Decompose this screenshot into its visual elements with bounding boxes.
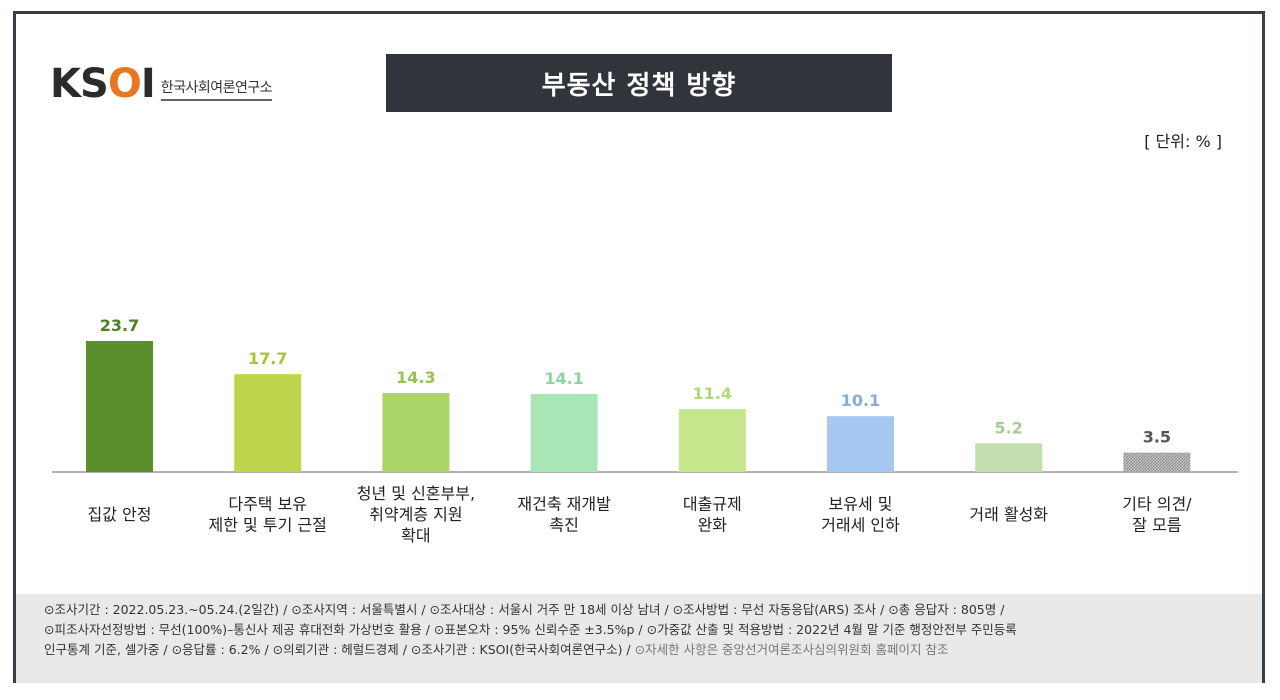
category-label-6: 보유세 및 거래세 인하 xyxy=(821,495,900,535)
logo-mark: KSOI xyxy=(50,61,156,107)
bar-6 xyxy=(827,416,894,472)
footer-note: ⊙자세한 사항은 중앙선거여론조사심의위원회 홈페이지 참조 xyxy=(634,642,949,657)
category-label-5: 대출규제 완화 xyxy=(683,495,742,535)
category-label-2: 다주택 보유 제한 및 투기 근절 xyxy=(209,495,327,535)
category-label-8: 기타 의견/잘 모름 xyxy=(1122,495,1192,535)
bar-5 xyxy=(678,408,746,472)
bar-8 xyxy=(1123,452,1191,472)
category-label-7: 거래 활성화 xyxy=(969,505,1048,524)
footer-line-1: ⊙조사기간 : 2022.05.23.~05.24.(2일간) / ⊙조사지역 … xyxy=(44,602,1005,617)
data-label-1: 23.7 xyxy=(100,316,139,335)
data-label-6: 10.1 xyxy=(841,391,880,410)
bar-4 xyxy=(530,394,598,472)
survey-footer: ⊙조사기간 : 2022.05.23.~05.24.(2일간) / ⊙조사지역 … xyxy=(16,594,1262,683)
chart-title: 부동산 정책 방향 xyxy=(386,54,892,112)
data-label-8: 3.5 xyxy=(1143,428,1171,447)
footer-line-2: ⊙피조사자선정방법 : 무선(100%)–통신사 제공 휴대전화 가상번호 활용… xyxy=(44,622,1017,637)
footer-line-3: 인구통계 기준, 셀가중 / ⊙응답률 : 6.2% / ⊙의뢰기관 : 헤럴드… xyxy=(44,642,949,657)
category-label-4: 재건축 재개발 촉진 xyxy=(517,495,611,535)
logo-org-name: 한국사회여론연구소 xyxy=(160,77,273,101)
bar-3 xyxy=(382,392,450,472)
bar-1 xyxy=(86,341,153,472)
data-label-3: 14.3 xyxy=(396,368,435,387)
category-label-3: 청년 및 신혼부부, 취약계층 지원 확대 xyxy=(357,484,475,545)
bar-7 xyxy=(975,443,1043,472)
category-label-1: 집값 안정 xyxy=(88,505,152,524)
ksoi-logo: KSOI 한국사회여론연구소 xyxy=(50,59,273,109)
slide-frame: KSOI 한국사회여론연구소 부동산 정책 방향 [ 단위: % ] 23.7 집… xyxy=(13,11,1265,683)
unit-label: [ 단위: % ] xyxy=(1144,132,1222,151)
data-label-4: 14.1 xyxy=(544,369,583,388)
data-label-5: 11.4 xyxy=(693,384,732,403)
bar-2 xyxy=(234,374,302,472)
data-label-7: 5.2 xyxy=(995,418,1023,437)
bar-chart: 23.7 집값 안정 17.7 다주택 보유 제한 및 투기 근절 14.3 청년 및 신혼… xyxy=(52,316,1238,545)
data-label-2: 17.7 xyxy=(248,349,287,368)
